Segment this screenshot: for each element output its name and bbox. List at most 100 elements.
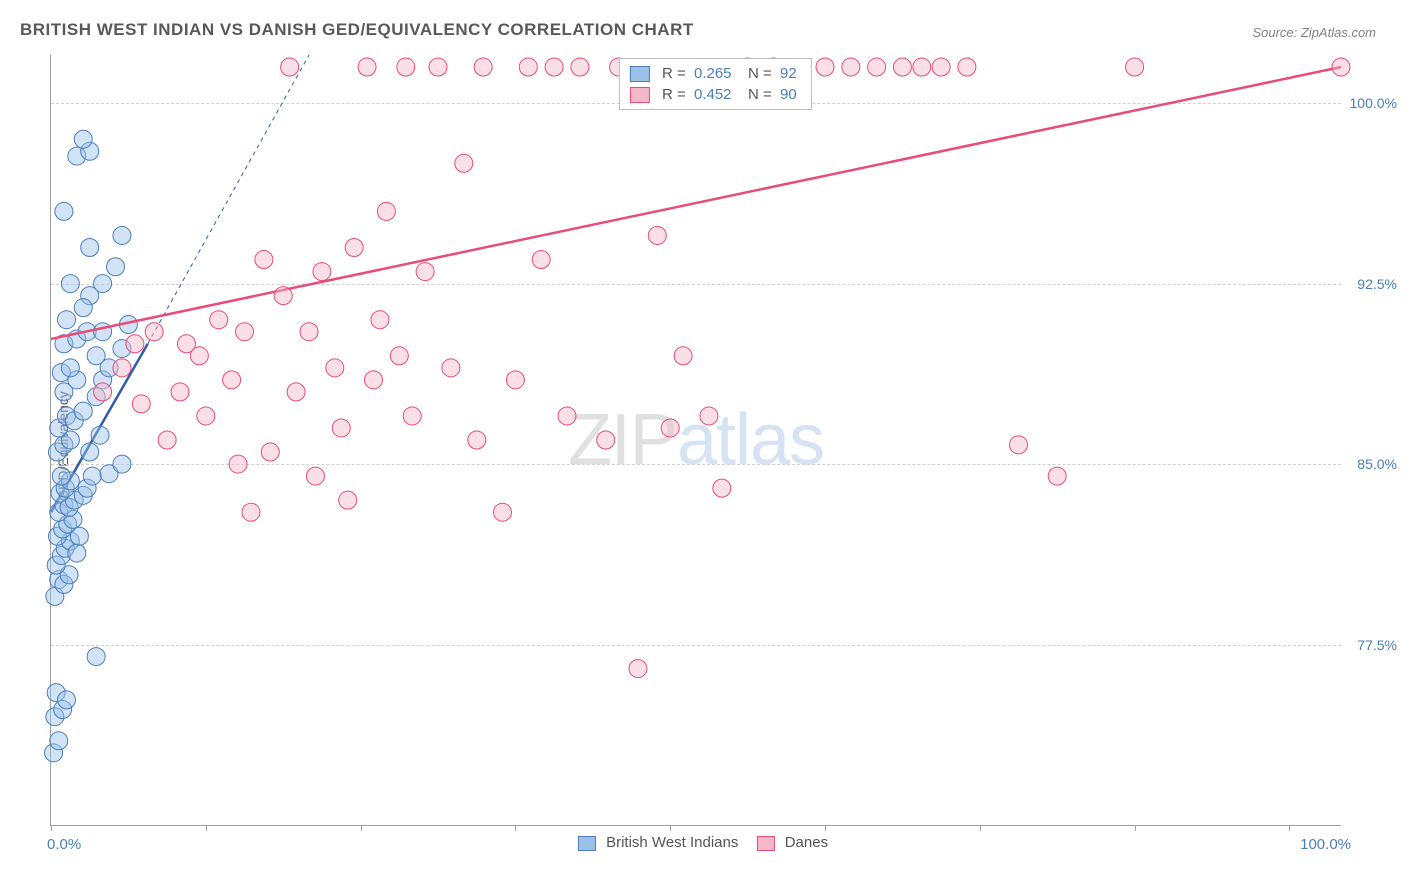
y-tick-label: 92.5% bbox=[1357, 276, 1397, 292]
y-tick-label: 85.0% bbox=[1357, 456, 1397, 472]
data-point bbox=[87, 648, 105, 666]
r-label-2: R = bbox=[662, 86, 686, 103]
data-point bbox=[468, 431, 486, 449]
data-point bbox=[83, 467, 101, 485]
r-value-2: 0.452 bbox=[694, 86, 732, 103]
data-point bbox=[519, 58, 537, 76]
data-point bbox=[57, 311, 75, 329]
data-point bbox=[842, 58, 860, 76]
data-point bbox=[958, 58, 976, 76]
data-point bbox=[197, 407, 215, 425]
data-point bbox=[674, 347, 692, 365]
legend-swatch-1 bbox=[578, 836, 596, 851]
data-point bbox=[390, 347, 408, 365]
data-point bbox=[74, 402, 92, 420]
data-point bbox=[210, 311, 228, 329]
data-point bbox=[81, 443, 99, 461]
data-point bbox=[261, 443, 279, 461]
y-tick-label: 100.0% bbox=[1350, 95, 1397, 111]
n-label: N = bbox=[748, 65, 772, 82]
data-point bbox=[61, 359, 79, 377]
plot-area: ZIPatlas 77.5%85.0%92.5%100.0% R = 0.265… bbox=[50, 55, 1341, 826]
data-point bbox=[94, 323, 112, 341]
r-value-1: 0.265 bbox=[694, 65, 732, 82]
data-point bbox=[287, 383, 305, 401]
r-label: R = bbox=[662, 65, 686, 82]
data-point bbox=[55, 202, 73, 220]
data-point bbox=[713, 479, 731, 497]
data-point bbox=[255, 251, 273, 269]
data-point bbox=[397, 58, 415, 76]
data-point bbox=[816, 58, 834, 76]
data-point bbox=[300, 323, 318, 341]
legend-swatch-2 bbox=[757, 836, 775, 851]
data-point bbox=[313, 263, 331, 281]
data-point bbox=[229, 455, 247, 473]
stats-legend: R = 0.265 N = 92 R = 0.452 N = 90 bbox=[619, 58, 812, 110]
data-point bbox=[403, 407, 421, 425]
data-point bbox=[332, 419, 350, 437]
data-point bbox=[442, 359, 460, 377]
data-point bbox=[700, 407, 718, 425]
n-value-2: 90 bbox=[780, 86, 797, 103]
data-point bbox=[1126, 58, 1144, 76]
swatch-series-2 bbox=[630, 87, 650, 103]
data-point bbox=[545, 58, 563, 76]
data-point bbox=[52, 467, 70, 485]
stats-row-2: R = 0.452 N = 90 bbox=[630, 84, 801, 105]
data-point bbox=[281, 58, 299, 76]
data-point bbox=[94, 383, 112, 401]
data-point bbox=[57, 691, 75, 709]
data-point bbox=[158, 431, 176, 449]
data-point bbox=[913, 58, 931, 76]
data-point bbox=[171, 383, 189, 401]
stats-row-1: R = 0.265 N = 92 bbox=[630, 63, 801, 84]
data-point bbox=[416, 263, 434, 281]
data-point bbox=[494, 503, 512, 521]
data-point bbox=[339, 491, 357, 509]
data-point bbox=[532, 251, 550, 269]
data-point bbox=[558, 407, 576, 425]
data-point bbox=[74, 299, 92, 317]
data-point bbox=[145, 323, 163, 341]
data-point bbox=[223, 371, 241, 389]
data-point bbox=[190, 347, 208, 365]
chart-title: BRITISH WEST INDIAN VS DANISH GED/EQUIVA… bbox=[20, 20, 694, 40]
n-label-2: N = bbox=[748, 86, 772, 103]
data-point bbox=[326, 359, 344, 377]
data-point bbox=[74, 130, 92, 148]
data-point bbox=[113, 455, 131, 473]
data-point bbox=[1048, 467, 1066, 485]
n-value-1: 92 bbox=[780, 65, 797, 82]
data-point bbox=[107, 258, 125, 276]
legend-label-1: British West Indians bbox=[606, 834, 738, 851]
data-point bbox=[571, 58, 589, 76]
series-legend: British West Indians Danes bbox=[564, 834, 828, 851]
legend-label-2: Danes bbox=[785, 834, 828, 851]
data-point bbox=[1010, 436, 1028, 454]
data-point bbox=[893, 58, 911, 76]
data-point bbox=[306, 467, 324, 485]
data-point bbox=[94, 275, 112, 293]
source-label: Source: ZipAtlas.com bbox=[1252, 25, 1376, 40]
data-point bbox=[661, 419, 679, 437]
data-point bbox=[236, 323, 254, 341]
data-point bbox=[274, 287, 292, 305]
scatter-svg bbox=[51, 55, 1341, 825]
data-point bbox=[113, 359, 131, 377]
data-point bbox=[61, 275, 79, 293]
data-point bbox=[126, 335, 144, 353]
data-point bbox=[365, 371, 383, 389]
data-point bbox=[345, 239, 363, 257]
data-point bbox=[68, 544, 86, 562]
x-tick-right: 100.0% bbox=[1300, 836, 1351, 853]
data-point bbox=[358, 58, 376, 76]
data-point bbox=[113, 226, 131, 244]
data-point bbox=[242, 503, 260, 521]
data-point bbox=[474, 58, 492, 76]
data-point bbox=[377, 202, 395, 220]
data-point bbox=[648, 226, 666, 244]
data-point bbox=[868, 58, 886, 76]
swatch-series-1 bbox=[630, 66, 650, 82]
data-point bbox=[455, 154, 473, 172]
